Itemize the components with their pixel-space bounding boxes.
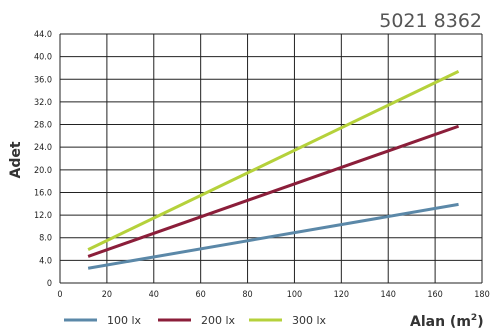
series-line: [87, 124, 460, 258]
y-tick-label: 0: [47, 279, 52, 289]
x-tick-label: 100: [287, 290, 302, 300]
chart-legend: 100 lx 200 lx 300 lx: [64, 314, 327, 327]
y-tick-label: 12.0: [34, 211, 52, 221]
legend-label: 200 lx: [201, 314, 236, 327]
x-tick-label: 140: [380, 290, 395, 300]
chart-series: [87, 69, 460, 270]
y-tick-label: 40.0: [34, 53, 52, 63]
y-tick-label: 4.0: [39, 256, 52, 266]
y-tick-label: 28.0: [34, 121, 52, 131]
series-line: [87, 202, 459, 270]
y-tick-label: 32.0: [34, 98, 52, 108]
y-tick-label: 24.0: [34, 143, 52, 153]
x-axis-label: Alan (m2): [410, 313, 484, 330]
chart-grid: [59, 33, 483, 284]
legend-label: 100 lx: [107, 314, 142, 327]
x-tick-label: 0: [57, 290, 62, 300]
x-tick-label: 60: [196, 290, 206, 300]
x-tick-label: 120: [334, 290, 349, 300]
y-tick-label: 20.0: [34, 166, 52, 176]
x-tick-label: 160: [427, 290, 442, 300]
y-axis-ticks: 0 4.0 8.0 12.0 16.0 20.0 24.0 28.0 32.0 36.0 40.0 4…: [34, 30, 52, 289]
x-tick-label: 20: [102, 290, 112, 300]
x-tick-label: 80: [242, 290, 252, 300]
y-tick-label: 16.0: [34, 188, 52, 198]
y-tick-label: 44.0: [34, 30, 52, 40]
y-tick-label: 36.0: [34, 75, 52, 85]
legend-label: 300 lx: [292, 314, 327, 327]
y-tick-label: 8.0: [39, 234, 52, 244]
y-axis-label: Adet: [8, 141, 24, 178]
x-tick-label: 180: [474, 290, 489, 300]
x-tick-label: 40: [149, 290, 159, 300]
product-code: 5021 8362: [379, 10, 482, 32]
x-axis-ticks: 0 20 40 60 80 100 120 140 160 180: [57, 290, 489, 300]
series-line: [87, 69, 460, 251]
